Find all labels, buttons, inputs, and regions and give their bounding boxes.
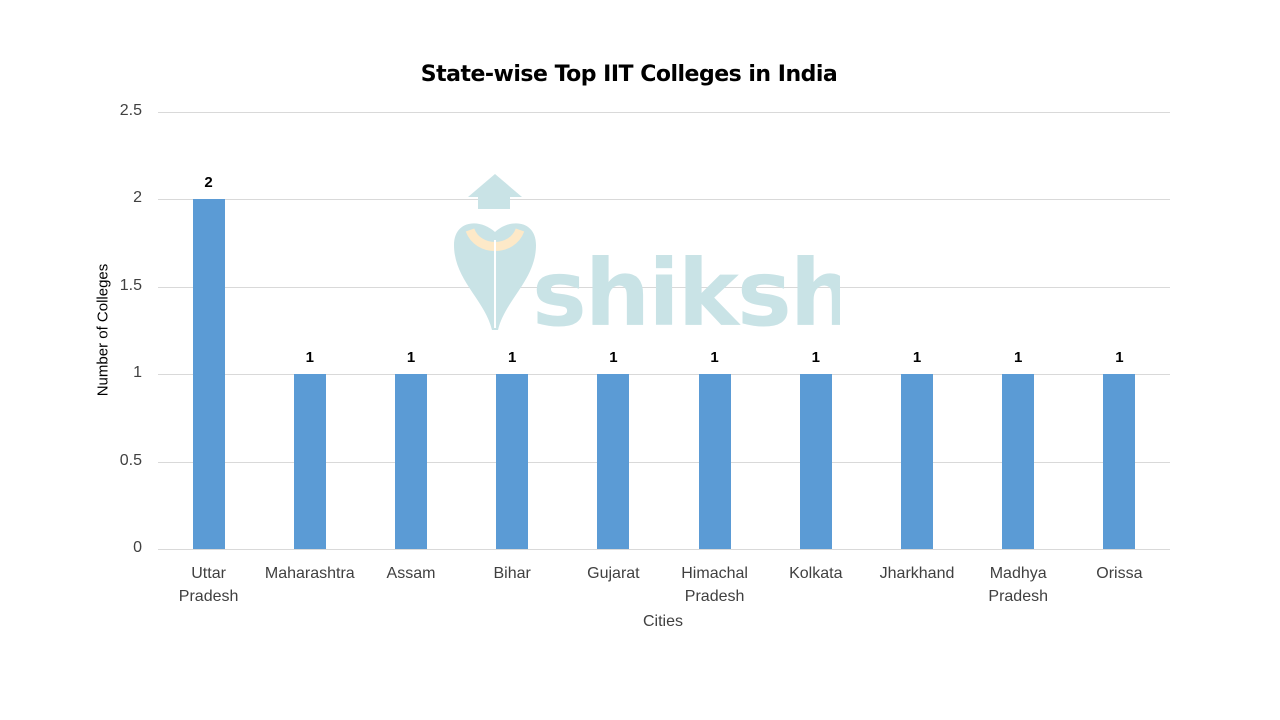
- data-label: 1: [1115, 349, 1124, 367]
- chart-title: State-wise Top IIT Colleges in India: [420, 62, 838, 87]
- bar: [395, 374, 427, 549]
- x-tick-label: Maharashtra: [264, 565, 355, 582]
- data-label: 1: [508, 349, 517, 367]
- x-axis-title: Cities: [642, 613, 683, 630]
- bar: [293, 374, 326, 549]
- x-tick-label: Orissa: [1096, 565, 1143, 582]
- gridline: [158, 374, 1170, 376]
- gridline: [158, 286, 1170, 288]
- data-label: 1: [305, 349, 314, 367]
- x-tick-label: Bihar: [493, 565, 531, 582]
- x-tick-label: Jharkhand: [879, 565, 955, 582]
- bar: [1103, 374, 1136, 549]
- x-tick-label: Gujarat: [587, 565, 640, 582]
- bar: [597, 374, 630, 549]
- data-label: 1: [811, 349, 820, 367]
- data-label: 1: [1014, 349, 1023, 367]
- bar: [192, 199, 225, 549]
- bar: [496, 374, 529, 549]
- bar: [698, 374, 731, 549]
- gridline: [158, 549, 1170, 550]
- bar: [799, 374, 832, 549]
- data-label: 1: [406, 349, 416, 367]
- gridline: [158, 112, 1170, 113]
- shiksha-watermark-icon: shiksha: [454, 174, 840, 335]
- y-tick-label: 1: [133, 364, 142, 382]
- bar: [901, 374, 933, 549]
- y-tick-label: 0.5: [119, 451, 142, 469]
- y-tick-label: 2.5: [119, 102, 142, 119]
- gridline: [158, 199, 1170, 201]
- y-tick-label: 2: [133, 189, 142, 207]
- data-label: 1: [609, 349, 618, 367]
- x-tick-label: Assam: [386, 565, 436, 582]
- y-tick-label: 1.5: [119, 276, 142, 294]
- data-label: 1: [912, 349, 922, 367]
- x-tick-label: Kolkata: [789, 565, 843, 582]
- x-tick-label: Madhya Pradesh: [988, 565, 1048, 605]
- data-label: 1: [710, 349, 719, 367]
- x-tick-label: Uttar Pradesh: [178, 565, 239, 605]
- y-tick-label: 0: [133, 539, 142, 556]
- bar: [1002, 374, 1035, 549]
- gridline: [158, 461, 1170, 463]
- data-label: 2: [204, 174, 213, 192]
- x-tick-label: Himachal Pradesh: [681, 565, 748, 605]
